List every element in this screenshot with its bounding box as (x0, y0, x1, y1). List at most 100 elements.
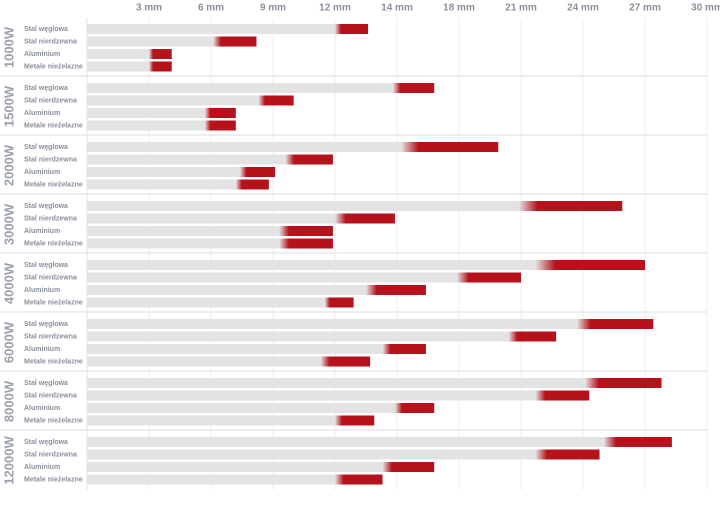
full-cut-bar (87, 462, 383, 472)
group-label: 8000W (1, 380, 16, 422)
edge-cut-bar (394, 403, 435, 413)
group-label: 6000W (1, 321, 16, 363)
edge-cut-bar (366, 285, 426, 295)
full-cut-bar (87, 272, 457, 283)
edge-cut-bar (576, 319, 654, 329)
full-cut-bar (87, 260, 536, 270)
full-cut-bar (87, 226, 280, 236)
edge-cut-bar (401, 142, 499, 152)
row-label: Stal nierdzewna (24, 451, 77, 458)
row-label: Stal nierdzewna (24, 38, 77, 45)
row-label: Stal nierdzewna (24, 333, 77, 340)
row-label: Stal węglowa (24, 262, 68, 269)
row-label: Aluminium (24, 169, 60, 176)
edge-cut-bar (382, 344, 426, 354)
edge-cut-bar (382, 462, 435, 472)
row-label: Aluminium (24, 405, 60, 412)
edge-cut-bar (258, 95, 294, 106)
row-label: Stal węglowa (24, 85, 68, 92)
full-cut-bar (87, 390, 536, 401)
edge-cut-bar (535, 260, 645, 270)
row-label: Metale nieżelazne (24, 417, 83, 424)
edge-cut-bar (279, 238, 333, 249)
row-label: Stal węglowa (24, 321, 68, 328)
edge-cut-bar (320, 356, 371, 367)
full-cut-bar (87, 154, 286, 165)
edge-cut-bar (324, 297, 354, 308)
row-label: Metale nieżelazne (24, 63, 83, 70)
group-label: 4000W (1, 262, 16, 304)
row-label: Stal węglowa (24, 439, 68, 446)
x-tick-label: 9 mm (260, 3, 286, 14)
edge-cut-bar (149, 61, 172, 72)
row-label: Metale nieżelazne (24, 240, 83, 247)
edge-cut-bar (235, 179, 269, 190)
row-label: Stal nierdzewna (24, 215, 77, 222)
edge-cut-bar (204, 108, 236, 118)
edge-cut-bar (204, 120, 236, 131)
edge-cut-bar (279, 226, 333, 236)
edge-cut-bar (335, 474, 383, 485)
edge-cut-bar (392, 83, 435, 93)
full-cut-bar (87, 95, 259, 106)
row-label: Metale nieżelazne (24, 122, 83, 129)
full-cut-bar (87, 297, 325, 308)
edge-cut-bar (213, 36, 257, 47)
x-tick-label: 24 mm (567, 3, 599, 14)
edge-cut-bar (518, 201, 623, 211)
edge-cut-bar (603, 437, 672, 447)
group-label: 1500W (1, 85, 16, 127)
row-label: Stal węglowa (24, 144, 68, 151)
x-tick-label: 3 mm (136, 3, 162, 14)
full-cut-bar (87, 238, 280, 249)
edge-cut-bar (535, 390, 590, 401)
full-cut-bar (87, 83, 393, 93)
edge-cut-bar (456, 272, 521, 283)
full-cut-bar (87, 331, 509, 342)
full-cut-bar (87, 474, 335, 485)
row-label: Metale nieżelazne (24, 358, 83, 365)
row-label: Stal węglowa (24, 380, 68, 387)
row-label: Aluminium (24, 464, 60, 471)
row-label: Stal nierdzewna (24, 97, 77, 104)
full-cut-bar (87, 356, 321, 367)
edge-cut-bar (335, 24, 369, 34)
edge-cut-bar (508, 331, 557, 342)
row-label: Stal węglowa (24, 26, 68, 33)
row-label: Metale nieżelazne (24, 299, 83, 306)
group-label: 1000W (1, 26, 16, 68)
full-cut-bar (87, 142, 402, 152)
full-cut-bar (87, 415, 335, 426)
edge-cut-bar (335, 213, 395, 224)
row-label: Aluminium (24, 228, 60, 235)
x-tick-label: 30 mm (691, 3, 720, 14)
edge-cut-bar (285, 154, 333, 165)
row-label: Stal nierdzewna (24, 274, 77, 281)
row-label: Aluminium (24, 346, 60, 353)
full-cut-bar (87, 120, 205, 131)
full-cut-bar (87, 179, 236, 190)
group-label: 12000W (1, 436, 16, 485)
x-tick-label: 14 mm (381, 3, 413, 14)
full-cut-bar (87, 213, 335, 224)
x-tick-label: 12 mm (319, 3, 351, 14)
x-tick-label: 27 mm (629, 3, 661, 14)
row-label: Stal węglowa (24, 203, 68, 210)
full-cut-bar (87, 108, 205, 118)
full-cut-bar (87, 24, 335, 34)
full-cut-bar (87, 49, 149, 59)
row-label: Aluminium (24, 110, 60, 117)
row-label: Stal nierdzewna (24, 392, 77, 399)
full-cut-bar (87, 344, 383, 354)
full-cut-bar (87, 61, 149, 72)
row-label: Metale nieżelazne (24, 476, 83, 483)
group-label: 3000W (1, 203, 16, 245)
full-cut-bar (87, 449, 536, 460)
edge-cut-bar (239, 167, 276, 177)
full-cut-bar (87, 167, 240, 177)
x-tick-label: 6 mm (198, 3, 224, 14)
full-cut-bar (87, 403, 395, 413)
edge-cut-bar (585, 378, 662, 388)
row-label: Aluminium (24, 287, 60, 294)
